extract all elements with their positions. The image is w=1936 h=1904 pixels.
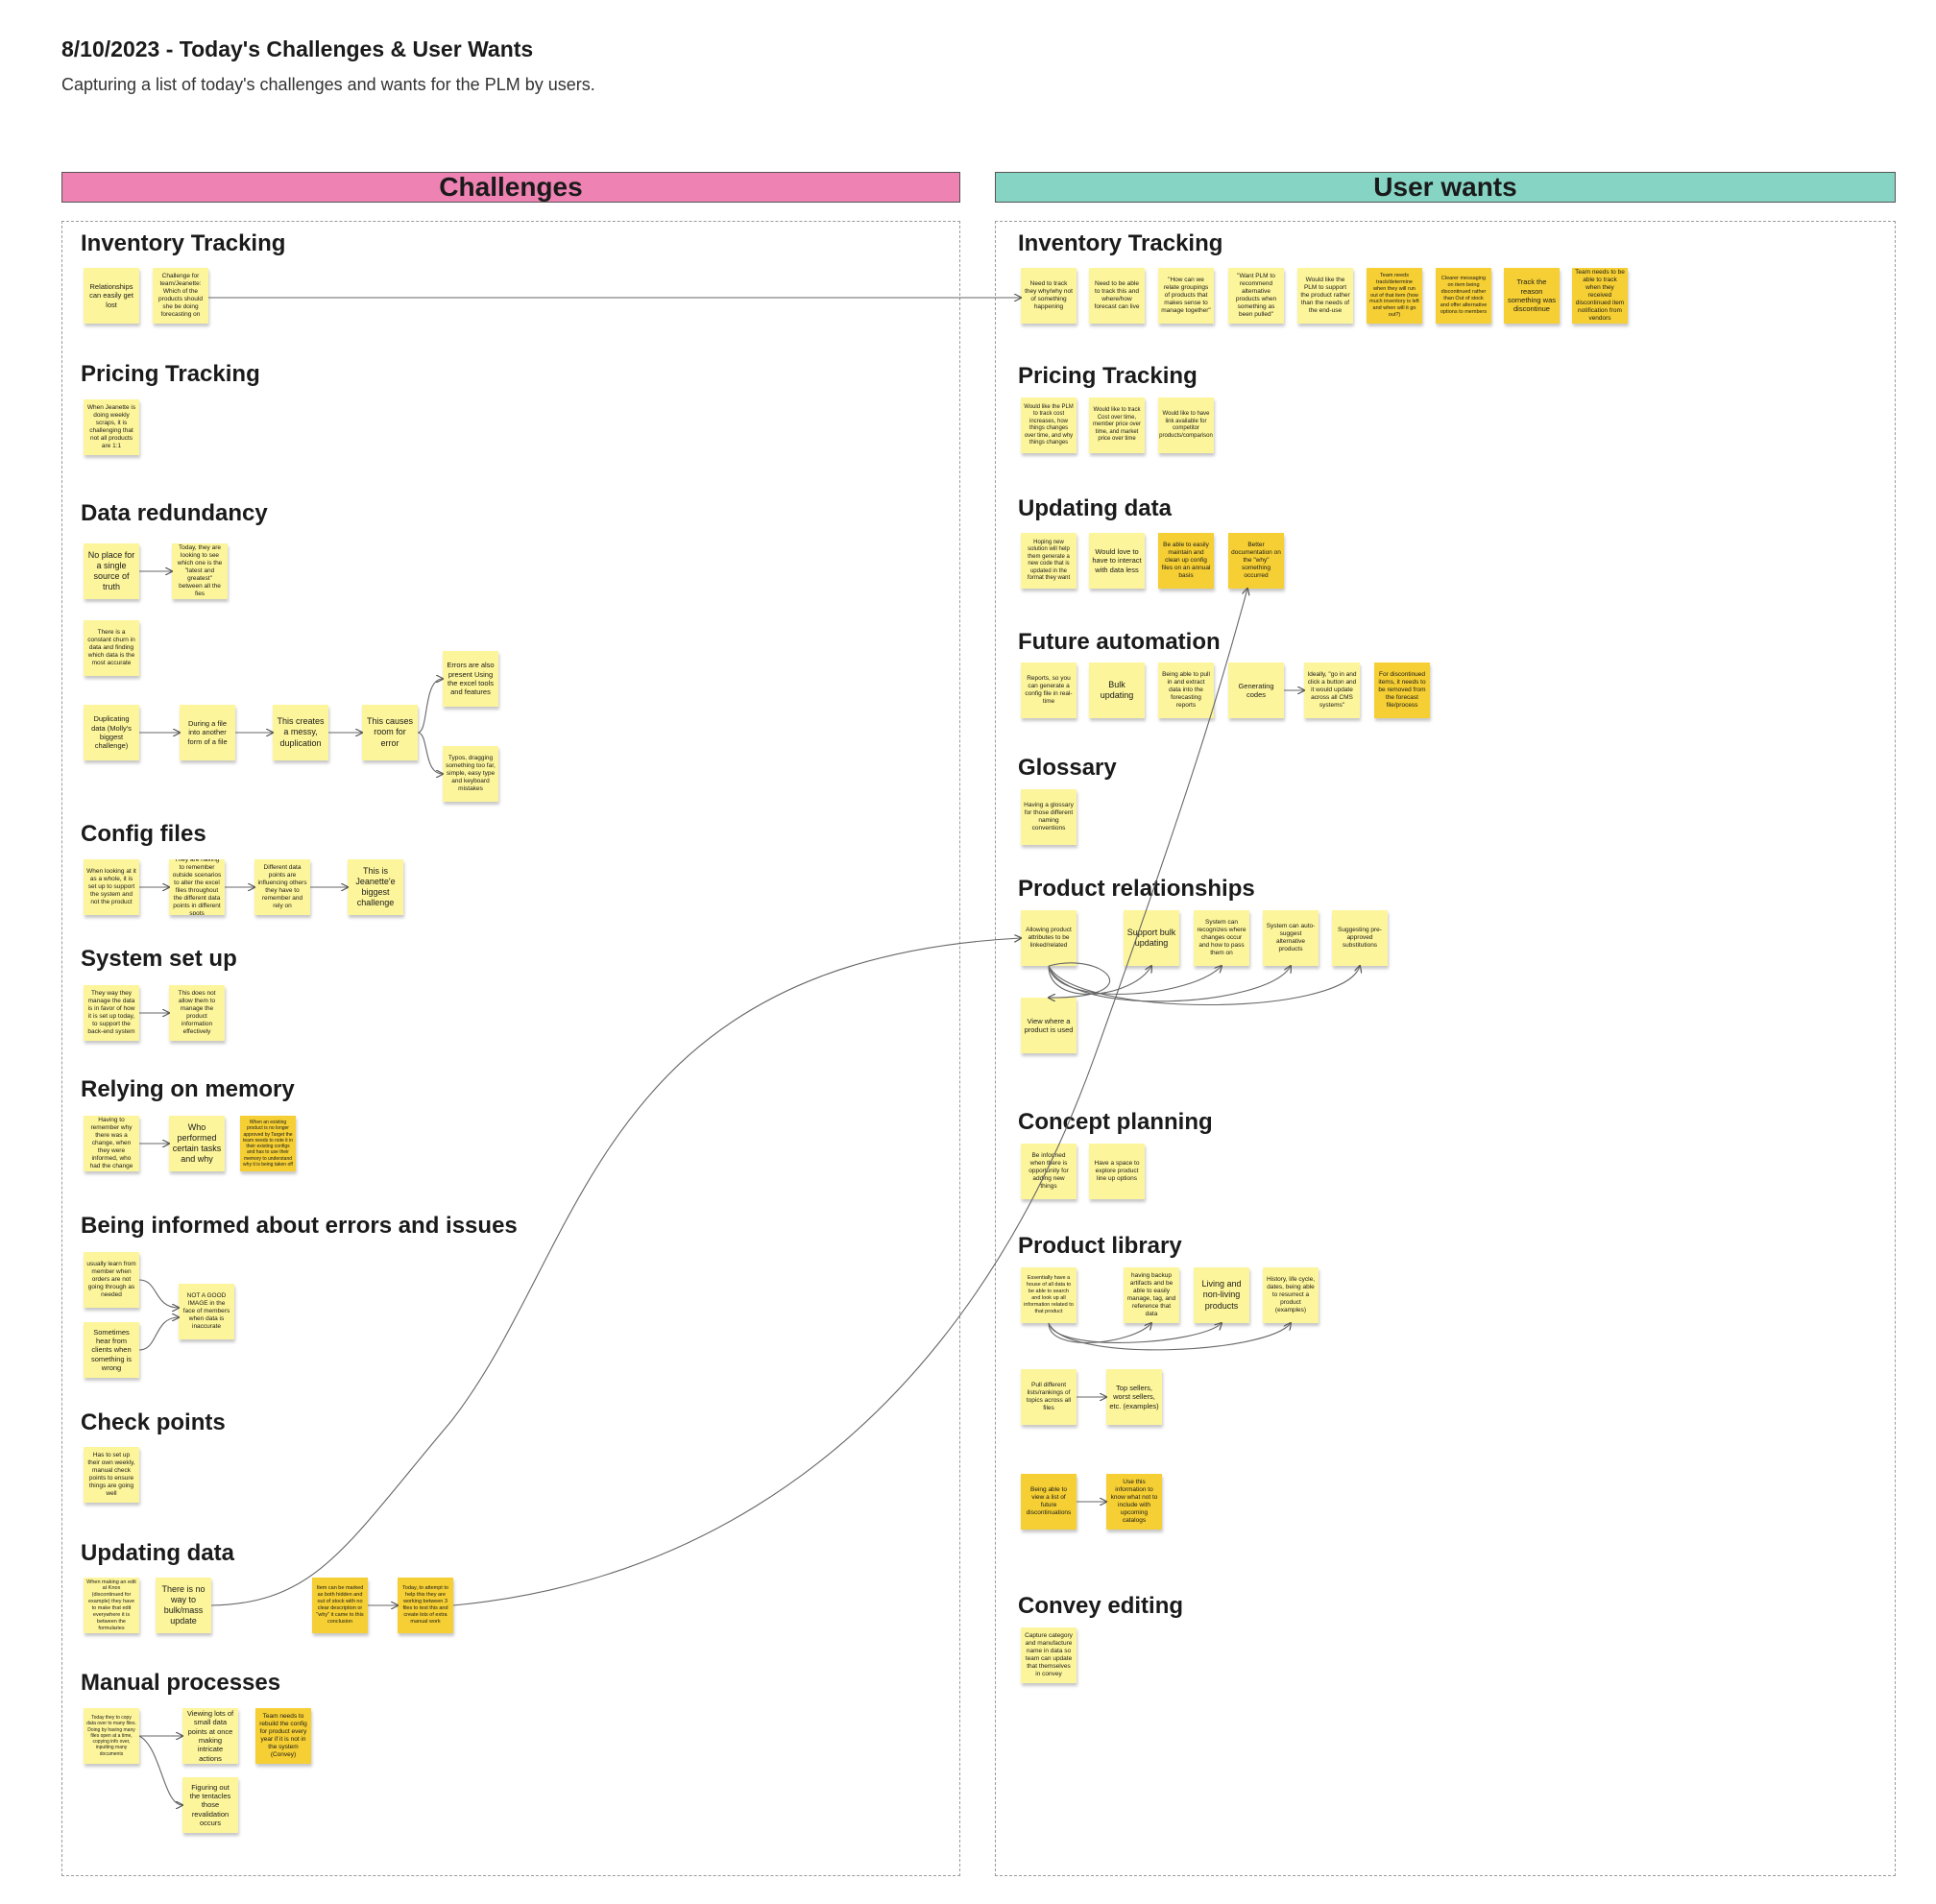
sticky-note[interactable]: Bulk updating	[1089, 663, 1145, 718]
sticky-note[interactable]: Sometimes hear from clients when somethi…	[84, 1322, 139, 1378]
sticky-note[interactable]: Team needs track/determine when they wil…	[1367, 268, 1422, 324]
sticky-note[interactable]: Capture category and manufacture name in…	[1021, 1627, 1077, 1683]
challenges-header[interactable]: Challenges	[61, 172, 960, 203]
sticky-note[interactable]: usually learn from member when orders ar…	[84, 1252, 139, 1308]
section-title: Convey editing	[1018, 1593, 1184, 1619]
sticky-note[interactable]: "Want PLM to recommend alternative produ…	[1228, 268, 1284, 324]
sticky-note[interactable]: There is a constant churn in data and fi…	[84, 620, 139, 676]
sticky-note[interactable]: Today, to attempt to help this they are …	[398, 1578, 453, 1633]
sticky-note[interactable]: Would like the PLM to support the produc…	[1297, 268, 1353, 324]
sticky-note[interactable]: Support bulk updating	[1124, 910, 1179, 966]
sticky-note[interactable]: During a file into another form of a fil…	[180, 705, 235, 760]
sticky-note[interactable]: Viewing lots of small data points at onc…	[182, 1708, 238, 1764]
sticky-note[interactable]: When Jeanette is doing weekly scraps, it…	[84, 399, 139, 455]
section-title: Updating data	[81, 1540, 234, 1566]
sticky-note[interactable]: NOT A GOOD IMAGE in the face of members …	[179, 1284, 234, 1339]
sticky-note[interactable]: Clearer messaging on item being disconti…	[1436, 268, 1491, 324]
sticky-note[interactable]: Errors are also present Using the excel …	[443, 651, 498, 707]
sticky-note[interactable]: For discontinued items, it needs to be r…	[1374, 663, 1430, 718]
sticky-note[interactable]: Has to set up their own weekly, manual c…	[84, 1447, 139, 1503]
section-title: Data redundancy	[81, 500, 268, 526]
sticky-note[interactable]: When an existing product is no longer ap…	[240, 1116, 296, 1171]
sticky-note[interactable]: They way they manage the data is in favo…	[84, 985, 139, 1041]
user-wants-header[interactable]: User wants	[995, 172, 1896, 203]
sticky-note[interactable]: Today, they are looking to see which one…	[172, 543, 228, 599]
sticky-note[interactable]: System can auto-suggest alternative prod…	[1263, 910, 1319, 966]
sticky-note[interactable]: Would like to have link available for co…	[1158, 398, 1214, 453]
sticky-note[interactable]: Ideally, "go in and click a button and i…	[1304, 663, 1360, 718]
section-title: Config files	[81, 821, 206, 847]
section-title: System set up	[81, 946, 237, 972]
sticky-note[interactable]: Top sellers, worst sellers, etc. (exampl…	[1106, 1369, 1162, 1425]
sticky-note[interactable]: Be able to easily maintain and clean up …	[1158, 533, 1214, 589]
section-title: Being informed about errors and issues	[81, 1213, 518, 1239]
sticky-note[interactable]: Generating codes	[1228, 663, 1284, 718]
sticky-note[interactable]: Track the reason something was discontin…	[1504, 268, 1560, 324]
user-wants-frame[interactable]	[995, 221, 1896, 1876]
sticky-note[interactable]: Better documentation on the "why" someth…	[1228, 533, 1284, 589]
sticky-note[interactable]: Suggesting pre-approved substitutions	[1332, 910, 1388, 966]
sticky-note[interactable]: History, life cycle, dates, being able t…	[1263, 1267, 1319, 1323]
section-title: Updating data	[1018, 495, 1172, 521]
sticky-note[interactable]: Allowing product attributes to be linked…	[1021, 910, 1077, 966]
board-subtitle: Capturing a list of today's challenges a…	[61, 75, 595, 94]
sticky-note[interactable]: Would love to have to interact with data…	[1089, 533, 1145, 589]
sticky-note[interactable]: When looking at it as a whole, it is set…	[84, 859, 139, 915]
sticky-note[interactable]: Relationships can easily get lost	[84, 268, 139, 324]
sticky-note[interactable]: Use this information to know what not to…	[1106, 1474, 1162, 1530]
sticky-note[interactable]: Would like to track Cost over time, memb…	[1089, 398, 1145, 453]
sticky-note[interactable]: This is Jeanette'e biggest challenge	[348, 859, 403, 915]
sticky-note[interactable]: Reports, so you can generate a config fi…	[1021, 663, 1077, 718]
sticky-note[interactable]: No place for a single source of truth	[84, 543, 139, 599]
sticky-note[interactable]: Team needs to be able to track when they…	[1572, 268, 1628, 324]
sticky-note[interactable]: This causes room for error	[362, 705, 418, 760]
sticky-note[interactable]: This does not allow them to manage the p…	[169, 985, 225, 1041]
section-title: Future automation	[1018, 629, 1221, 655]
sticky-note[interactable]: Pull different lists/rankings of topics …	[1021, 1369, 1077, 1425]
section-title: Inventory Tracking	[81, 230, 286, 256]
sticky-note[interactable]: Need to track they why/why not of someth…	[1021, 268, 1077, 324]
sticky-note[interactable]: They are having to remember outside scen…	[169, 859, 225, 915]
sticky-note[interactable]: Having to remember why there was a chang…	[84, 1116, 139, 1171]
section-title: Check points	[81, 1410, 226, 1435]
board-title: 8/10/2023 - Today's Challenges & User Wa…	[61, 36, 534, 61]
sticky-note[interactable]: Who performed certain tasks and why	[169, 1116, 225, 1171]
sticky-note[interactable]: Have a space to explore product line up …	[1089, 1144, 1145, 1199]
sticky-note[interactable]: Need to be able to track this and where/…	[1089, 268, 1145, 324]
sticky-note[interactable]: System can recognizes where changes occu…	[1194, 910, 1249, 966]
sticky-note[interactable]: Different data points are influencing ot…	[254, 859, 310, 915]
sticky-note[interactable]: Typos, dragging something too far, simpl…	[443, 746, 498, 802]
section-title: Pricing Tracking	[1018, 363, 1198, 389]
sticky-note[interactable]: There is no way to bulk/mass update	[156, 1578, 211, 1633]
sticky-note[interactable]: This creates a messy, duplication	[273, 705, 328, 760]
sticky-note[interactable]: Team needs to rebuild the config for pro…	[255, 1708, 311, 1764]
section-title: Manual processes	[81, 1670, 281, 1696]
sticky-note[interactable]: Having a glossary for those different na…	[1021, 789, 1077, 845]
sticky-note[interactable]: Living and non-living products	[1194, 1267, 1249, 1323]
sticky-note[interactable]: Would like the PLM to track cost increas…	[1021, 398, 1077, 453]
sticky-note[interactable]: Being able to view a list of future disc…	[1021, 1474, 1077, 1530]
sticky-note[interactable]: Be informed when there is opportunity fo…	[1021, 1144, 1077, 1199]
section-title: Concept planning	[1018, 1109, 1213, 1135]
sticky-note[interactable]: View where a product is used	[1021, 998, 1077, 1053]
sticky-note[interactable]: Item can be marked as both hidden and ou…	[312, 1578, 368, 1633]
sticky-note[interactable]: Duplicating data (Molly's biggest challe…	[84, 705, 139, 760]
section-title: Product library	[1018, 1233, 1182, 1259]
section-title: Inventory Tracking	[1018, 230, 1223, 256]
sticky-note[interactable]: Being able to pull in and extract data i…	[1158, 663, 1214, 718]
sticky-note[interactable]: When making an edit at Knox (discontinue…	[84, 1578, 139, 1633]
section-title: Relying on memory	[81, 1076, 295, 1102]
sticky-note[interactable]: Hoping new solution will help them gener…	[1021, 533, 1077, 589]
sticky-note[interactable]: Challenge for team/Jeanette: Which of th…	[153, 268, 208, 324]
sticky-note[interactable]: Today they to copy data over to many fil…	[84, 1708, 139, 1764]
sticky-note[interactable]: "How can we relate groupings of products…	[1158, 268, 1214, 324]
sticky-note[interactable]: having backup artifacts and be able to e…	[1124, 1267, 1179, 1323]
section-title: Glossary	[1018, 755, 1117, 781]
sticky-note[interactable]: Essentially have a house of all data to …	[1021, 1267, 1077, 1323]
section-title: Product relationships	[1018, 876, 1255, 902]
sticky-note[interactable]: Figuring out the tentacles those revalid…	[182, 1777, 238, 1833]
section-title: Pricing Tracking	[81, 361, 260, 387]
